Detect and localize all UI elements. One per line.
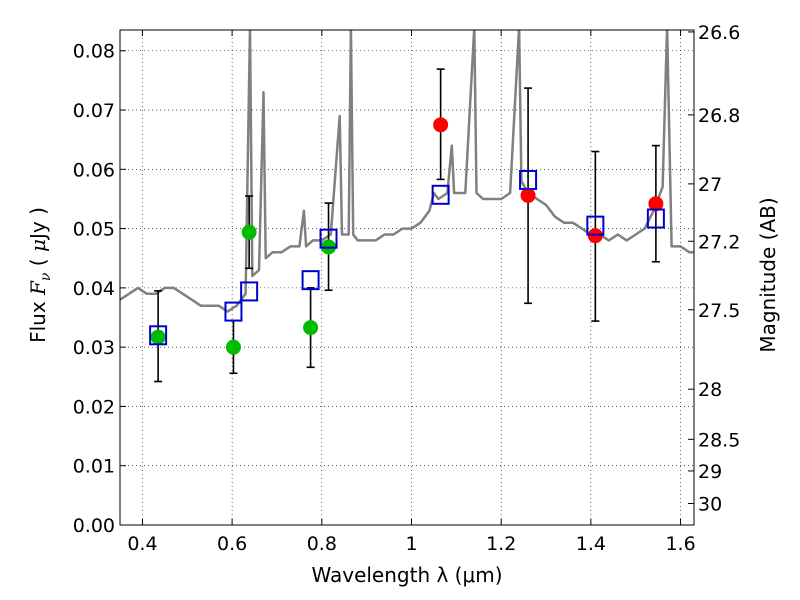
y2-tick-label: 29 bbox=[698, 461, 722, 483]
model-flux-square bbox=[240, 281, 259, 302]
y2-tick-label: 27 bbox=[698, 174, 722, 196]
y-axis-label: Flux Fν ( μJy ) bbox=[26, 207, 54, 343]
red-data-point bbox=[648, 196, 664, 212]
y2-tick-label: 26.8 bbox=[698, 105, 740, 127]
model-flux-square bbox=[301, 270, 320, 291]
plot-frame bbox=[119, 29, 695, 526]
y-tick-label: 0.05 bbox=[73, 219, 115, 241]
green-data-point bbox=[303, 320, 319, 336]
green-data-point bbox=[150, 329, 166, 345]
x-tick-label: 1.6 bbox=[665, 533, 695, 555]
y2-tick-label: 26.6 bbox=[698, 22, 740, 44]
y-tick-label: 0.04 bbox=[73, 278, 115, 300]
y2-tick-label: 27.2 bbox=[698, 231, 740, 253]
data-markers bbox=[149, 117, 665, 355]
red-data-point bbox=[587, 228, 603, 244]
model-flux-square bbox=[224, 301, 243, 322]
y-tick-label: 0.01 bbox=[73, 456, 115, 478]
red-data-point bbox=[520, 187, 536, 203]
y-tick-label: 0.03 bbox=[73, 337, 115, 359]
x-tick-label: 1.2 bbox=[486, 533, 516, 555]
x-tick-label: 0.8 bbox=[307, 533, 337, 555]
green-data-point bbox=[225, 339, 241, 355]
x-tick-label: 0.4 bbox=[127, 533, 157, 555]
ticks: 0.4 0.6 0.8 1 1.2 1.4 1.6 0.00 0.01 0.02 0.03 0.04 0… bbox=[73, 22, 741, 555]
y2-tick-label: 30 bbox=[698, 493, 722, 515]
x-axis-label: Wavelength λ (μm) bbox=[311, 563, 502, 587]
y2-axis-label: Magnitude (AB) bbox=[756, 197, 780, 352]
y-tick-label: 0.00 bbox=[73, 515, 115, 537]
model-flux-square bbox=[586, 215, 605, 236]
y2-tick-label: 28.5 bbox=[698, 429, 740, 451]
y-tick-label: 0.02 bbox=[73, 396, 115, 418]
model-flux-square bbox=[431, 184, 450, 205]
y-tick-label: 0.08 bbox=[73, 41, 115, 63]
x-tick-label: 1 bbox=[405, 533, 417, 555]
y-tick-label: 0.06 bbox=[73, 159, 115, 181]
y2-tick-label: 27.5 bbox=[698, 300, 740, 322]
red-data-point bbox=[433, 117, 449, 133]
y-tick-label: 0.07 bbox=[73, 100, 115, 122]
model-flux-square bbox=[319, 228, 338, 249]
model-flux-square bbox=[646, 208, 665, 229]
green-data-point bbox=[241, 224, 257, 240]
y2-tick-label: 28 bbox=[698, 379, 722, 401]
x-tick-label: 0.6 bbox=[217, 533, 247, 555]
model-flux-square bbox=[149, 325, 168, 346]
grid bbox=[120, 30, 694, 526]
model-flux-square bbox=[519, 169, 538, 190]
x-tick-label: 1.4 bbox=[576, 533, 606, 555]
